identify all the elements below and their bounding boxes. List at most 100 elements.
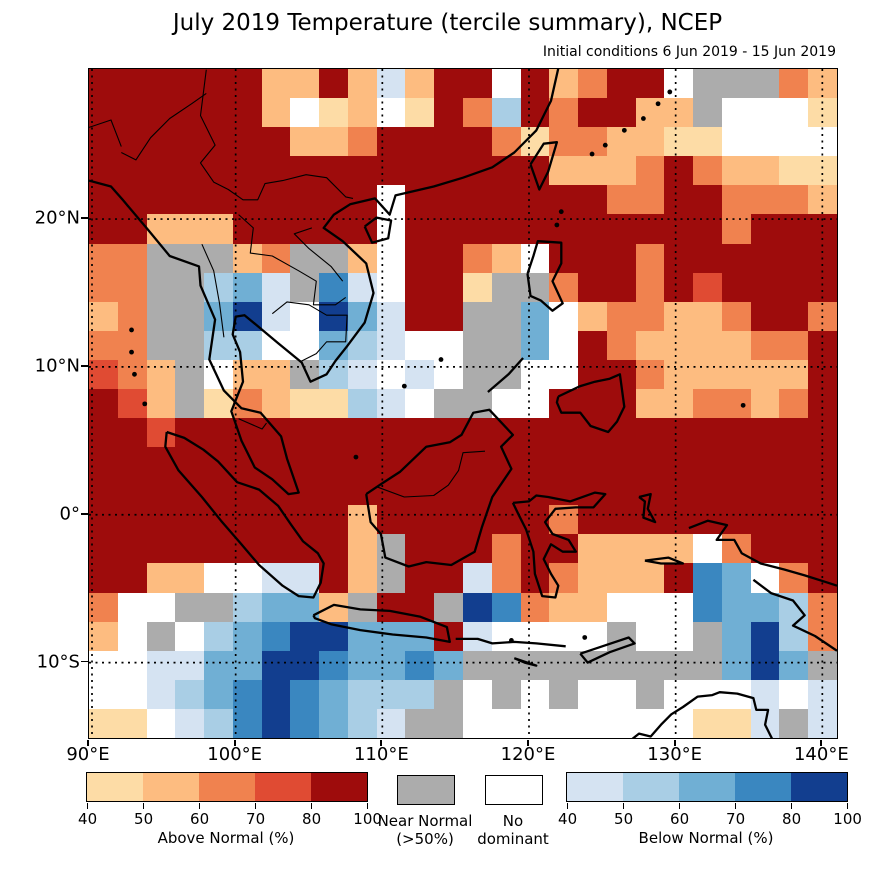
- grid-cell: [319, 243, 349, 274]
- y-axis-tick-label: 10°S: [36, 651, 80, 673]
- grid-cell: [261, 388, 292, 419]
- grid-cell: [578, 476, 608, 506]
- grid-cell: [175, 359, 205, 390]
- grid-cell: [779, 330, 809, 361]
- grid-cell: [175, 301, 205, 332]
- grid-cell: [635, 621, 666, 652]
- figure-title: July 2019 Temperature (tercile summary),…: [172, 10, 723, 36]
- grid-cell: [117, 708, 148, 738]
- grid-cell: [606, 418, 637, 448]
- grid-cell: [204, 563, 234, 594]
- grid-cell: [693, 476, 723, 506]
- grid-cell: [606, 127, 637, 157]
- island-dot: [602, 142, 608, 148]
- grid-cell: [635, 127, 666, 157]
- grid-cell: [463, 330, 493, 361]
- grid-cell: [405, 69, 435, 99]
- grid-cell: [319, 447, 349, 477]
- grid-cell: [721, 98, 752, 128]
- below-normal-colorbar-segment: [623, 773, 679, 801]
- grid-cell: [175, 708, 205, 738]
- above-normal-colorbar-tick: [310, 803, 313, 809]
- grid-cell: [146, 272, 176, 303]
- grid-cell: [463, 185, 493, 216]
- grid-cell: [204, 592, 234, 623]
- grid-cell: [578, 447, 608, 477]
- grid-cell: [750, 447, 781, 477]
- coastline: [644, 556, 685, 565]
- grid-cell: [347, 127, 378, 157]
- grid-cell: [261, 330, 292, 361]
- grid-cell: [232, 505, 263, 536]
- grid-cell: [434, 243, 464, 274]
- grid-cell: [578, 418, 608, 448]
- grid-cell: [606, 98, 637, 128]
- grid-cell: [117, 156, 148, 187]
- grid-cell: [693, 127, 723, 157]
- grid-cell: [232, 708, 263, 738]
- grid-cell: [779, 708, 809, 738]
- grid-cell: [146, 330, 176, 361]
- grid-cell: [549, 330, 579, 361]
- grid-cell: [261, 272, 292, 303]
- grid-cell: [376, 621, 407, 652]
- grid-cell: [146, 388, 176, 419]
- above-normal-colorbar-tick: [86, 803, 89, 809]
- grid-cell: [721, 156, 752, 187]
- grid-cell: [261, 359, 292, 390]
- grid-cell: [491, 563, 522, 594]
- above-normal-colorbar: [86, 772, 368, 802]
- grid-cell: [319, 505, 349, 536]
- grid-cell: [808, 447, 837, 477]
- grid-cell: [549, 679, 579, 710]
- grid-cell: [750, 621, 781, 652]
- grid-cell: [319, 330, 349, 361]
- grid-cell: [261, 418, 292, 448]
- grid-cell: [434, 388, 464, 419]
- above-normal-colorbar-segment: [255, 773, 311, 801]
- grid-cell: [578, 534, 608, 565]
- below-normal-colorbar-tick: [622, 803, 625, 809]
- grid-cell: [89, 679, 119, 710]
- below-normal-colorbar-tick: [566, 803, 569, 809]
- grid-cell: [405, 418, 435, 448]
- island-dot: [132, 371, 137, 377]
- below-normal-colorbar-tick-label: 50: [614, 810, 634, 828]
- grid-cell: [146, 621, 176, 652]
- grid-cell: [491, 534, 522, 565]
- grid-cell: [693, 156, 723, 187]
- coastline: [513, 657, 538, 667]
- grid-cell: [290, 330, 320, 361]
- grid-cell: [319, 156, 349, 187]
- grid-cell: [261, 156, 292, 187]
- grid-cell: [520, 388, 550, 419]
- grid-cell: [117, 505, 148, 536]
- grid-cell: [261, 185, 292, 216]
- grid-cell: [405, 476, 435, 506]
- grid-cell: [750, 476, 781, 506]
- grid-cell: [347, 708, 378, 738]
- grid-cell: [750, 69, 781, 99]
- grid-cell: [750, 418, 781, 448]
- grid-cell: [635, 563, 666, 594]
- grid-cell: [750, 301, 781, 332]
- island-dot: [142, 401, 148, 407]
- grid-cell: [750, 650, 781, 681]
- grid-cell: [347, 534, 378, 565]
- grid-cell: [405, 505, 435, 536]
- grid-cell: [319, 476, 349, 506]
- grid-cell: [347, 650, 378, 681]
- grid-cell: [721, 272, 752, 303]
- grid-cell: [232, 127, 263, 157]
- grid-cell: [405, 214, 435, 245]
- above-normal-colorbar-segment: [143, 773, 199, 801]
- below-normal-colorbar-tick: [790, 803, 793, 809]
- grid-cell: [117, 592, 148, 623]
- grid-cell: [261, 592, 292, 623]
- grid-cell: [261, 621, 292, 652]
- grid-cell: [463, 359, 493, 390]
- grid-cell: [750, 330, 781, 361]
- grid-cell: [635, 330, 666, 361]
- tercile-grid-layer: [89, 69, 837, 738]
- grid-cell: [89, 650, 119, 681]
